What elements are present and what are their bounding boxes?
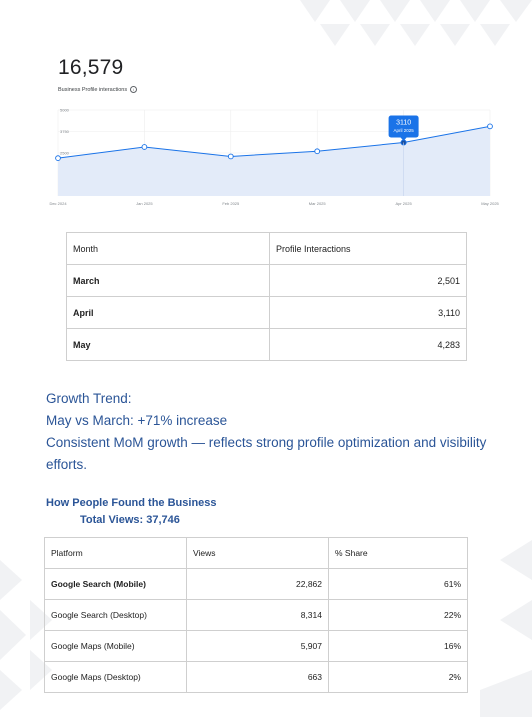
share-cell: 2%: [328, 661, 468, 693]
table-row: May 4,283: [66, 328, 467, 361]
y-tick-label: 5000: [60, 108, 70, 113]
interactions-chart-card: 16,579 Business Profile interactions i 5…: [38, 52, 504, 216]
views-cell: 22,862: [186, 568, 329, 600]
header-views: Views: [186, 537, 329, 569]
table-row: Google Maps (Desktop) 663 2%: [44, 661, 468, 693]
x-tick-label: Dec 2024: [49, 201, 67, 206]
header-share: % Share: [328, 537, 468, 569]
x-tick-label: Jan 2025: [136, 201, 153, 206]
x-tick-label: Apr 2025: [395, 201, 412, 206]
growth-line-2: Consistent MoM growth — reflects strong …: [46, 435, 487, 472]
header-platform: Platform: [44, 537, 187, 569]
table-row: Google Maps (Mobile) 5,907 16%: [44, 630, 468, 662]
month-cell: April: [66, 296, 270, 329]
value-cell: 4,283: [269, 328, 467, 361]
views-cell: 5,907: [186, 630, 329, 662]
table-row: Google Search (Desktop) 8,314 22%: [44, 599, 468, 631]
table-header-row: Platform Views % Share: [44, 537, 468, 569]
views-cell: 8,314: [186, 599, 329, 631]
platform-cell: Google Search (Mobile): [44, 568, 187, 600]
header-month: Month: [66, 232, 270, 265]
share-cell: 16%: [328, 630, 468, 662]
share-cell: 22%: [328, 599, 468, 631]
platform-cell: Google Maps (Mobile): [44, 630, 187, 662]
data-point: [227, 153, 234, 160]
data-point: [487, 123, 493, 130]
platform-cell: Google Search (Desktop): [44, 599, 187, 631]
header-profile-interactions: Profile Interactions: [269, 232, 467, 265]
month-cell: May: [66, 328, 270, 361]
x-tick-label: Mar 2025: [309, 201, 327, 206]
tooltip-box: [388, 115, 419, 138]
tooltip-value: 3110: [396, 120, 411, 127]
y-tick-label: 3750: [60, 129, 70, 134]
table-row: April 3,110: [66, 296, 467, 329]
info-icon[interactable]: i: [130, 86, 138, 93]
y-tick-label: 2500: [60, 151, 70, 156]
growth-title: Growth Trend:: [46, 391, 132, 406]
data-point: [314, 148, 321, 155]
share-cell: 61%: [328, 568, 468, 600]
table-row: Google Search (Mobile) 22,862 61%: [44, 568, 468, 600]
data-point: [55, 155, 61, 162]
series-line: [57, 125, 491, 159]
metric-label-text: Business Profile interactions: [58, 86, 128, 93]
series-area: [58, 126, 490, 196]
total-interactions: 16,579: [58, 56, 124, 79]
value-cell: 2,501: [269, 264, 467, 297]
value-cell: 3,110: [269, 296, 467, 329]
table-row: March 2,501: [66, 264, 467, 297]
tooltip-label: April 2025: [393, 128, 414, 133]
table-header-row: Month Profile Interactions: [66, 232, 467, 265]
x-tick-label: May 2025: [481, 201, 499, 206]
tooltip-pointer: [400, 137, 407, 142]
month-cell: March: [66, 264, 270, 297]
x-tick-label: Feb 2025: [222, 201, 240, 206]
views-cell: 663: [186, 661, 329, 693]
found-title: How People Found the Business: [46, 497, 217, 509]
growth-line-1: May vs March: +71% increase: [46, 413, 228, 428]
platform-cell: Google Maps (Desktop): [44, 661, 187, 693]
growth-trend: Growth Trend: May vs March: +71% increas…: [46, 388, 526, 476]
metric-label: Business Profile interactions i: [58, 86, 138, 93]
platform-views-table: Platform Views % Share Google Search (Mo…: [44, 537, 468, 693]
monthly-interactions-table: Month Profile Interactions March 2,501 A…: [66, 232, 467, 361]
data-point: [141, 144, 148, 150]
total-views: Total Views: 37,746: [80, 514, 180, 526]
